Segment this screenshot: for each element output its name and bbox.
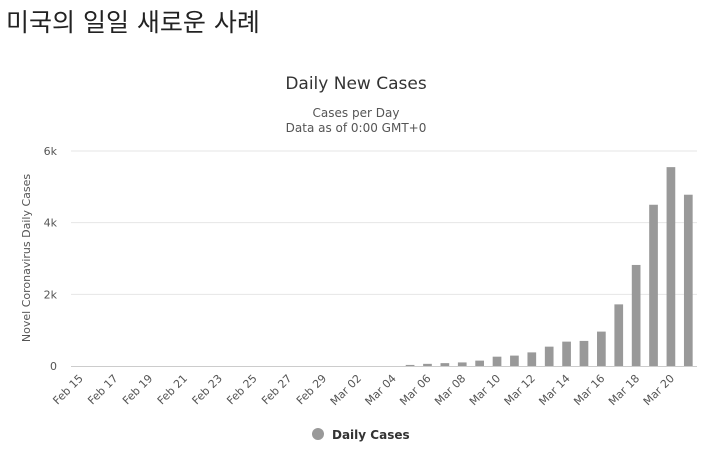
bar[interactable] bbox=[649, 204, 658, 366]
bar[interactable] bbox=[457, 362, 467, 366]
x-axis-ticks: Feb 15 Feb 17 Feb 19 Feb 21 Feb 23 Feb 25 Feb … bbox=[50, 372, 677, 408]
bar[interactable] bbox=[492, 356, 502, 366]
x-tick-label: Mar 06 bbox=[397, 372, 433, 408]
bar[interactable] bbox=[405, 364, 415, 366]
y-tick-label: 0 bbox=[50, 360, 57, 373]
y-tick-label: 2k bbox=[44, 288, 58, 301]
chart-subtitle-line-2: Data as of 0:00 GMT+0 bbox=[286, 121, 427, 135]
x-tick-label: Mar 04 bbox=[363, 372, 399, 408]
x-tick-label: Feb 17 bbox=[85, 372, 120, 407]
x-tick-label: Mar 08 bbox=[432, 372, 468, 408]
x-tick-label: Mar 12 bbox=[502, 372, 538, 408]
x-tick-label: Mar 18 bbox=[606, 372, 642, 408]
bar[interactable] bbox=[440, 363, 450, 366]
y-axis-ticks: 0 2k 4k 6k bbox=[44, 145, 58, 373]
bar[interactable] bbox=[614, 304, 624, 366]
x-tick-label: Feb 27 bbox=[259, 372, 294, 407]
bar[interactable] bbox=[475, 360, 484, 366]
x-tick-label: Mar 02 bbox=[328, 372, 364, 408]
bar[interactable] bbox=[562, 341, 571, 366]
bar[interactable] bbox=[544, 346, 554, 366]
y-tick-label: 6k bbox=[44, 145, 58, 158]
x-tick-label: Feb 21 bbox=[155, 372, 190, 407]
legend-swatch bbox=[312, 428, 324, 440]
y-tick-label: 4k bbox=[44, 217, 58, 230]
chart-title: Daily New Cases bbox=[285, 74, 427, 94]
y-axis-title: Novel Coronavirus Daily Cases bbox=[20, 174, 33, 342]
legend-label: Daily Cases bbox=[332, 428, 410, 442]
bar[interactable] bbox=[683, 194, 693, 366]
bar[interactable] bbox=[597, 331, 606, 366]
bar[interactable] bbox=[666, 167, 676, 366]
x-tick-label: Feb 23 bbox=[190, 372, 225, 407]
page-heading: 미국의 일일 새로운 사례 bbox=[6, 8, 260, 37]
legend[interactable]: Daily Cases bbox=[312, 428, 410, 442]
bars bbox=[405, 167, 693, 366]
x-tick-label: Mar 20 bbox=[641, 372, 677, 408]
bar[interactable] bbox=[510, 355, 519, 366]
x-tick-label: Feb 25 bbox=[224, 372, 259, 407]
gridlines bbox=[71, 150, 697, 295]
bar[interactable] bbox=[423, 363, 432, 366]
x-tick-label: Mar 14 bbox=[536, 372, 572, 408]
x-tick-label: Feb 15 bbox=[50, 372, 85, 407]
x-tick-label: Feb 19 bbox=[120, 372, 155, 407]
bar[interactable] bbox=[527, 352, 537, 366]
bar[interactable] bbox=[579, 340, 589, 366]
bar[interactable] bbox=[631, 264, 641, 366]
x-tick-label: Mar 16 bbox=[571, 372, 607, 408]
chart-subtitle-line-1: Cases per Day bbox=[313, 106, 400, 120]
x-tick-label: Feb 29 bbox=[294, 372, 329, 407]
x-tick-label: Mar 10 bbox=[467, 372, 503, 408]
